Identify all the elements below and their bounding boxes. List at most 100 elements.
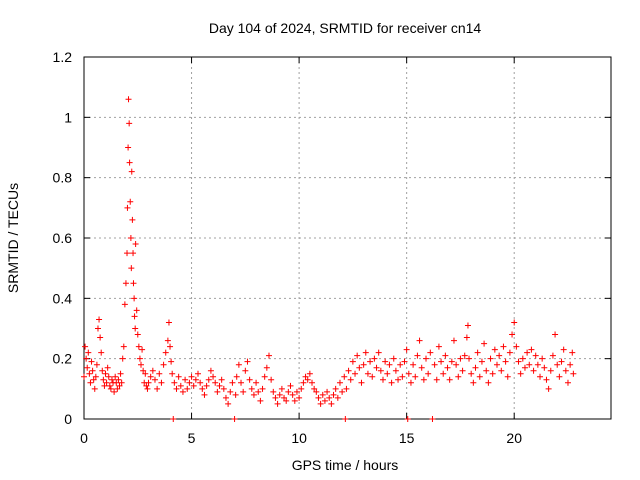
data-point xyxy=(401,358,408,365)
data-point xyxy=(212,379,219,386)
data-point xyxy=(190,382,197,389)
data-point xyxy=(446,376,453,383)
data-point xyxy=(342,416,349,422)
data-point xyxy=(410,361,417,368)
data-point xyxy=(113,379,120,386)
data-point xyxy=(144,385,151,392)
data-point xyxy=(509,331,516,338)
data-point xyxy=(384,370,391,377)
data-point xyxy=(296,394,303,401)
data-point xyxy=(537,373,544,380)
data-point xyxy=(298,385,305,392)
data-point xyxy=(89,367,96,374)
data-point xyxy=(404,416,411,422)
data-point xyxy=(207,367,214,374)
data-point xyxy=(156,370,163,377)
data-point xyxy=(214,388,221,395)
data-point xyxy=(105,373,112,380)
data-point xyxy=(459,367,466,374)
y-tick-labels: 0 0.2 0.4 0.6 0.8 1 1.2 xyxy=(53,49,73,427)
data-point xyxy=(367,358,374,365)
data-point xyxy=(210,373,217,380)
x-tick-label: 15 xyxy=(399,430,415,446)
data-point xyxy=(261,373,268,380)
data-point xyxy=(272,394,279,401)
data-point xyxy=(334,394,341,401)
data-point xyxy=(130,280,137,287)
data-point xyxy=(405,370,412,377)
data-point xyxy=(304,376,311,383)
data-point xyxy=(118,379,125,386)
data-point xyxy=(493,361,500,368)
y-tick-label: 1 xyxy=(64,109,72,125)
data-point xyxy=(125,144,132,151)
y-tick-label: 0.8 xyxy=(53,170,73,186)
data-point xyxy=(114,385,121,392)
data-point xyxy=(127,235,134,241)
data-point xyxy=(407,379,414,386)
x-tick-label: 20 xyxy=(506,430,522,446)
data-point xyxy=(491,346,498,353)
data-point xyxy=(319,391,326,398)
data-point xyxy=(489,370,496,377)
data-point xyxy=(487,355,494,362)
data-point xyxy=(352,370,359,377)
data-point xyxy=(270,388,277,395)
data-point xyxy=(526,361,533,368)
data-point xyxy=(440,370,447,377)
data-point xyxy=(170,416,177,422)
data-point xyxy=(543,376,550,383)
data-point xyxy=(534,361,541,368)
data-point xyxy=(103,379,110,386)
data-point xyxy=(124,250,131,257)
data-point xyxy=(235,361,242,368)
data-point xyxy=(259,385,266,392)
data-point xyxy=(131,295,138,302)
data-point xyxy=(463,334,470,341)
data-point xyxy=(541,364,548,371)
data-point xyxy=(377,367,384,374)
data-point xyxy=(257,397,264,404)
data-point xyxy=(108,376,115,383)
data-point xyxy=(281,394,288,401)
data-point xyxy=(278,385,285,392)
data-point xyxy=(111,388,118,395)
data-point xyxy=(500,343,507,350)
data-point xyxy=(336,379,343,386)
data-point xyxy=(136,355,143,362)
data-point xyxy=(107,385,114,392)
data-point xyxy=(418,364,425,371)
data-point xyxy=(126,159,133,166)
x-axis-label: GPS time / hours xyxy=(292,457,399,473)
data-point xyxy=(569,349,576,356)
data-point xyxy=(388,379,395,386)
data-point xyxy=(192,376,199,383)
data-point xyxy=(450,337,457,344)
data-point xyxy=(306,370,313,377)
data-point xyxy=(349,358,356,365)
data-point xyxy=(364,370,371,377)
data-point xyxy=(560,346,567,353)
data-point xyxy=(160,361,167,368)
data-point xyxy=(478,358,485,365)
data-point xyxy=(195,370,202,377)
data-point xyxy=(285,388,292,395)
data-point xyxy=(466,355,473,362)
data-point xyxy=(227,388,234,395)
data-point xyxy=(250,391,257,398)
y-tick-label: 0.4 xyxy=(53,290,73,306)
data-point xyxy=(186,379,193,386)
data-point xyxy=(201,391,208,398)
data-point xyxy=(263,364,270,371)
y-axis-label: SRMTID / TECUs xyxy=(5,183,21,293)
x-tick-label: 5 xyxy=(188,430,196,446)
data-point xyxy=(321,397,328,404)
data-point xyxy=(442,352,449,359)
data-point xyxy=(132,241,139,248)
data-point xyxy=(115,376,122,383)
data-point xyxy=(373,364,380,371)
data-point xyxy=(444,364,451,371)
data-point xyxy=(145,379,152,386)
data-point xyxy=(248,385,255,392)
data-point xyxy=(205,376,212,383)
